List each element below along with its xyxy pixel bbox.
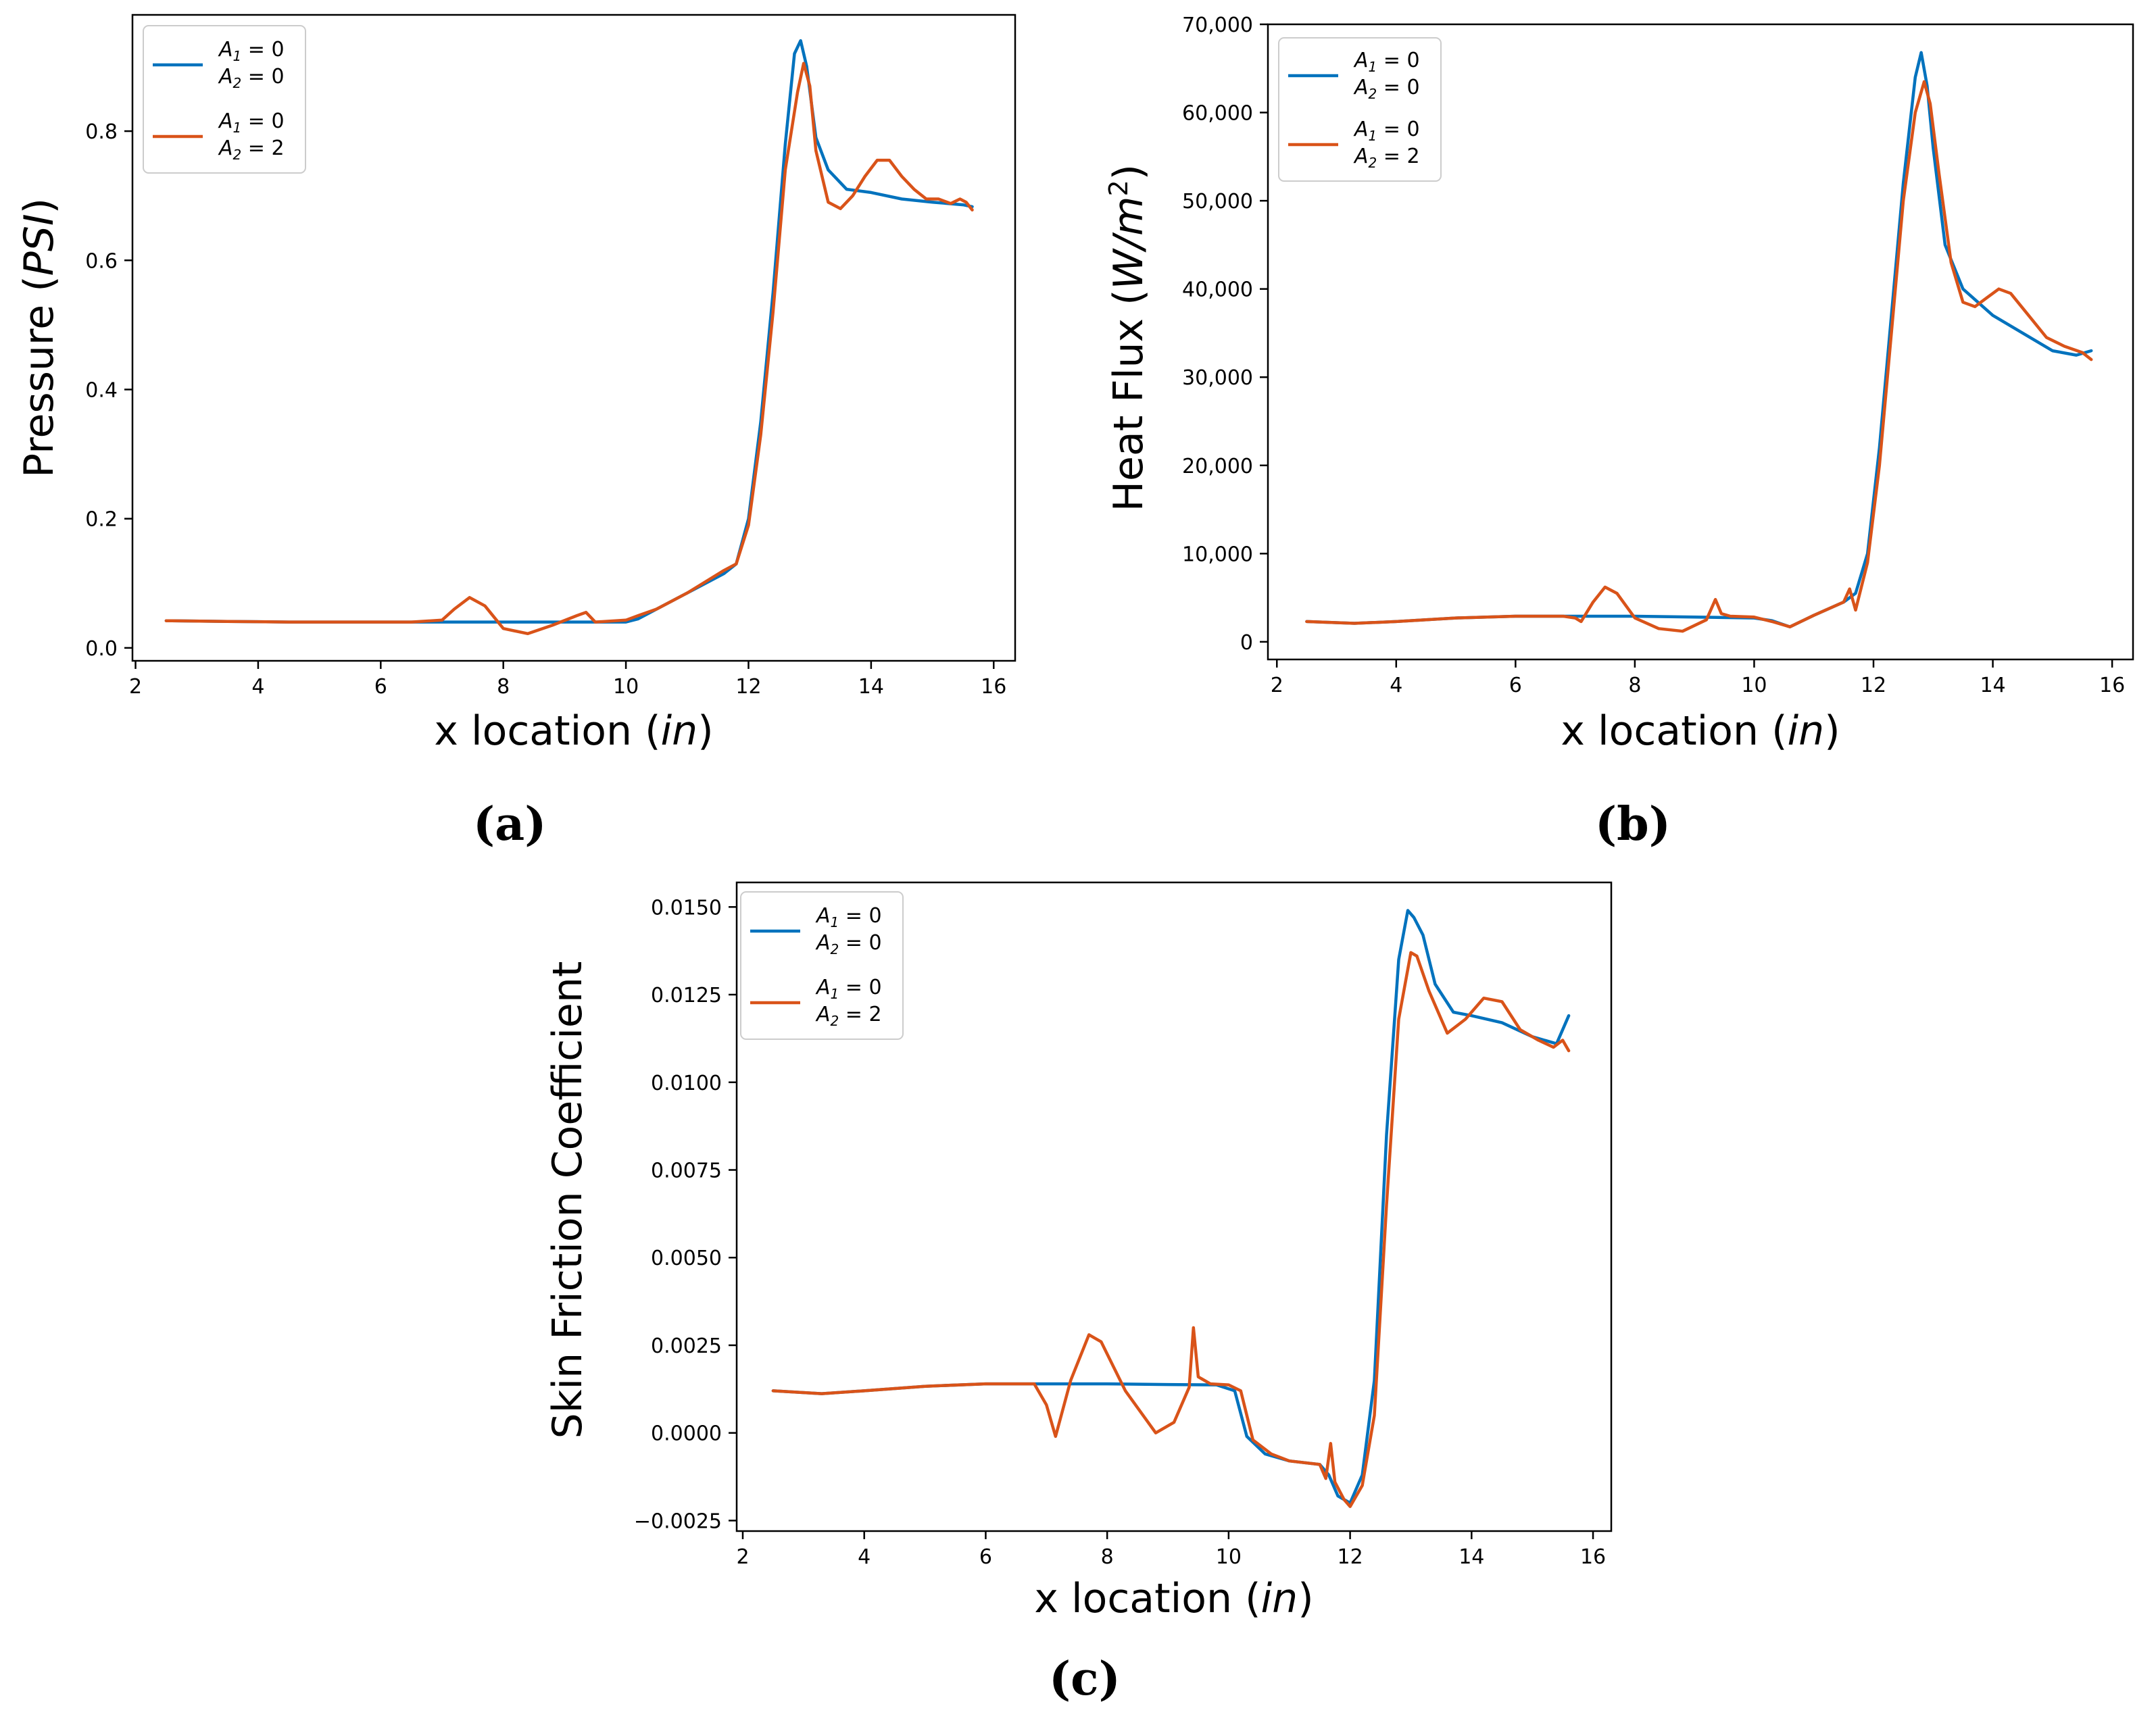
y-tick-label: 0.0 (85, 637, 118, 661)
y-tick-label: 0.8 (85, 120, 118, 144)
x-tick-label: 14 (1459, 1545, 1484, 1569)
legend-label-series-1-line-1: A1 = 0 (218, 38, 285, 64)
x-tick-label: 10 (1741, 674, 1767, 697)
y-tick-label: 30,000 (1182, 366, 1253, 390)
y-tick-label: 50,000 (1182, 190, 1253, 214)
y-tick-label: 0.6 (85, 249, 118, 273)
y-tick-label: 0 (1240, 631, 1253, 655)
legend-label-series-2-line-1: A1 = 0 (1353, 118, 1420, 144)
chart-heat-flux: 2 4 6 8 10 12 14 16 0 10,000 20,000 30,000 40,000 50… (1104, 14, 2134, 755)
series-line-2 (1305, 80, 2093, 633)
x-tick-label: 14 (1980, 674, 2005, 697)
series-layer (1305, 51, 2093, 633)
legend-label-series-1-line-2: A2 = 0 (218, 65, 285, 91)
x-axis-label: x location (in) (1034, 1575, 1313, 1622)
x-tick-label: 2 (1271, 674, 1283, 697)
x-tick-label: 10 (613, 675, 639, 699)
x-tick-label: 2 (129, 675, 142, 699)
x-ticks: 2 4 6 8 10 12 14 16 (129, 661, 1006, 699)
legend: A1 = 0 A2 = 0 A1 = 0 A2 = 2 (1278, 37, 1442, 182)
y-tick-label: 0.0125 (651, 984, 722, 1007)
legend-label-series-1-line-1: A1 = 0 (815, 904, 882, 930)
y-tick-label: 10,000 (1182, 543, 1253, 566)
x-axis-label: x location (in) (1561, 707, 1840, 755)
x-tick-label: 12 (735, 675, 761, 699)
x-tick-label: 8 (1101, 1545, 1114, 1569)
y-tick-label: 0.2 (85, 508, 118, 532)
y-ticks: 0 10,000 20,000 30,000 40,000 50,000 60,000 70,… (1182, 14, 1268, 655)
series-line-1 (771, 909, 1571, 1505)
x-tick-label: 16 (2099, 674, 2125, 697)
legend: A1 = 0 A2 = 0 A1 = 0 A2 = 2 (740, 891, 904, 1040)
legend-label-series-1-line-2: A2 = 0 (815, 931, 882, 957)
legend: A1 = 0 A2 = 0 A1 = 0 A2 = 2 (143, 25, 306, 174)
y-tick-label: 40,000 (1182, 278, 1253, 302)
x-tick-label: 2 (736, 1545, 749, 1569)
y-tick-label: 60,000 (1182, 102, 1253, 126)
x-tick-label: 6 (979, 1545, 992, 1569)
chart-skin-friction: 2 4 6 8 10 12 14 16 −0.0025 0.0000 0.0025 0.0050 0.… (544, 881, 1613, 1622)
series-line-2 (164, 61, 974, 636)
x-tick-label: 6 (374, 675, 387, 699)
caption-a: (a) (473, 797, 547, 851)
y-tick-label: 0.0050 (651, 1247, 722, 1270)
caption-c: (c) (1049, 1652, 1121, 1706)
y-ticks: 0.0 0.2 0.4 0.6 0.8 (85, 120, 132, 661)
y-tick-label: 0.0025 (651, 1334, 722, 1358)
x-tick-label: 16 (981, 675, 1006, 699)
y-axis-label: Pressure (PSI) (16, 198, 63, 478)
legend-label-series-1-line-2: A2 = 0 (1353, 76, 1420, 102)
legend-label-series-2-line-2: A2 = 2 (218, 136, 285, 163)
series-layer (164, 39, 974, 636)
y-tick-label: 0.0100 (651, 1072, 722, 1095)
y-tick-label: 0.0150 (651, 896, 722, 920)
series-line-2 (771, 951, 1571, 1508)
x-tick-label: 10 (1216, 1545, 1242, 1569)
y-tick-label: 0.4 (85, 378, 118, 402)
x-tick-label: 4 (251, 675, 264, 699)
x-tick-label: 8 (1628, 674, 1641, 697)
y-tick-label: 0.0075 (651, 1159, 722, 1183)
x-tick-label: 16 (1580, 1545, 1606, 1569)
y-tick-label: −0.0025 (634, 1509, 722, 1533)
series-layer (771, 909, 1571, 1508)
x-tick-label: 6 (1509, 674, 1522, 697)
x-ticks: 2 4 6 8 10 12 14 16 (1271, 659, 2125, 697)
y-tick-label: 20,000 (1182, 455, 1253, 478)
x-tick-label: 12 (1861, 674, 1886, 697)
legend-label-series-2-line-2: A2 = 2 (1353, 145, 1420, 171)
legend-label-series-1-line-1: A1 = 0 (1353, 49, 1420, 75)
y-tick-label: 70,000 (1182, 14, 1253, 37)
x-tick-label: 14 (858, 675, 884, 699)
y-tick-label: 0.0000 (651, 1422, 722, 1446)
legend-label-series-2-line-1: A1 = 0 (218, 109, 285, 136)
legend-label-series-2-line-1: A1 = 0 (815, 976, 882, 1002)
y-axis-label: Skin Friction Coefficient (544, 961, 591, 1439)
x-axis-label: x location (in) (434, 707, 713, 755)
caption-b: (b) (1595, 797, 1671, 851)
x-tick-label: 8 (497, 675, 510, 699)
y-ticks: −0.0025 0.0000 0.0025 0.0050 0.0075 0.0100 0.0… (634, 896, 737, 1533)
x-tick-label: 4 (858, 1545, 871, 1569)
x-ticks: 2 4 6 8 10 12 14 16 (736, 1531, 1606, 1569)
y-axis-label: Heat Flux (W/m2) (1104, 164, 1152, 511)
x-tick-label: 4 (1390, 674, 1402, 697)
x-tick-label: 12 (1338, 1545, 1363, 1569)
legend-label-series-2-line-2: A2 = 2 (815, 1003, 882, 1029)
chart-pressure: 2 4 6 8 10 12 14 16 0.0 0.2 0.4 0.6 0.8 x location … (16, 14, 1016, 755)
